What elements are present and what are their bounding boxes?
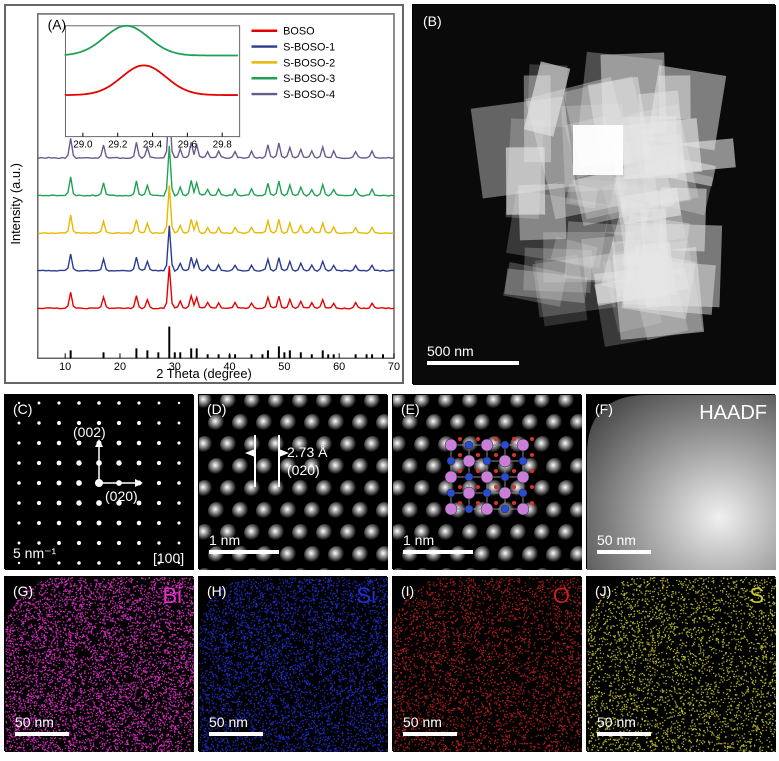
panel-i-eds-o: (I) O 50 nm	[392, 576, 581, 751]
zone-axis: [100]	[153, 550, 184, 566]
panel-b-scalebar-label: 500 nm	[427, 343, 474, 359]
saed-svg: (002) (020) [100]	[5, 395, 194, 570]
panel-f-scalebar-label: 50 nm	[597, 532, 636, 548]
y-axis-label: Intensity (a.u.)	[8, 163, 23, 244]
panel-h-label: (H)	[207, 583, 226, 599]
panel-h-scalebar	[209, 732, 263, 736]
svg-text:50: 50	[278, 361, 290, 373]
panel-e-scalebar	[403, 550, 473, 554]
svg-text:60: 60	[333, 361, 345, 373]
legend: BOSO S-BOSO-1 S-BOSO-2 S-BOSO-3 S-BOSO-4	[251, 26, 335, 101]
panel-i-scalebar-label: 50 nm	[403, 714, 442, 730]
figure-container: 2 Theta (degree) Intensity (a.u.) 102030…	[0, 0, 779, 761]
panel-e-hrtem-model: (E) 1 nm	[392, 394, 581, 569]
element-bi: Bi	[162, 583, 182, 609]
panel-f-haadf: HAADF (F) 50 nm	[586, 394, 775, 569]
panel-g-eds-bi: (G) Bi 50 nm	[4, 576, 193, 751]
svg-text:10: 10	[59, 361, 71, 373]
panel-c-saed: (002) (020) [100] (C) 5 nm⁻¹	[4, 394, 193, 569]
panel-i-label: (I)	[401, 583, 414, 599]
d-plane: (020)	[287, 462, 320, 478]
svg-text:40: 40	[224, 361, 236, 373]
panel-g-scalebar	[15, 732, 69, 736]
element-o: O	[553, 583, 570, 609]
reference-bars	[71, 327, 383, 359]
panel-j-scalebar-label: 50 nm	[597, 714, 636, 730]
svg-text:20: 20	[114, 361, 126, 373]
svg-text:29.2: 29.2	[108, 139, 127, 150]
svg-text:S-BOSO-3: S-BOSO-3	[283, 73, 335, 85]
panel-b-label: (B)	[423, 13, 442, 29]
panel-d-scalebar-label: 1 nm	[209, 532, 240, 548]
panel-d-hrtem: 2.73 Å (020) (D) 1 nm	[198, 394, 387, 569]
panel-i-scalebar	[403, 732, 457, 736]
panel-b-tem: (B) 500 nm	[412, 4, 775, 384]
panel-g-label: (G)	[13, 583, 33, 599]
panel-f-label: (F)	[595, 401, 613, 417]
panel-a-label: (A)	[48, 17, 66, 33]
panel-c-scalebar-label: 5 nm⁻¹	[13, 545, 56, 562]
panel-j-scalebar	[597, 732, 651, 736]
miller-020: (020)	[105, 488, 138, 504]
d-spacing: 2.73 Å	[287, 444, 328, 460]
panel-g-scalebar-label: 50 nm	[15, 714, 54, 730]
svg-text:70: 70	[388, 361, 400, 373]
panel-c-label: (C)	[13, 401, 32, 417]
element-si: Si	[356, 583, 376, 609]
svg-text:29.6: 29.6	[178, 139, 198, 150]
panel-b-scalebar	[427, 361, 519, 365]
panel-a-xrd-chart: 2 Theta (degree) Intensity (a.u.) 102030…	[4, 4, 404, 384]
panel-j-eds-s: (J) S 50 nm	[586, 576, 775, 751]
panel-h-eds-si: (H) Si 50 nm	[198, 576, 387, 751]
svg-text:30: 30	[169, 361, 181, 373]
svg-text:S-BOSO-4: S-BOSO-4	[283, 89, 335, 101]
miller-002: (002)	[73, 424, 106, 440]
panel-e-scalebar-label: 1 nm	[403, 532, 434, 548]
panel-j-label: (J)	[595, 583, 611, 599]
svg-text:S-BOSO-1: S-BOSO-1	[283, 42, 335, 54]
panel-h-scalebar-label: 50 nm	[209, 714, 248, 730]
panel-e-label: (E)	[401, 401, 420, 417]
panel-d-label: (D)	[207, 401, 226, 417]
panel-f-scalebar	[597, 550, 651, 554]
element-s: S	[749, 583, 764, 609]
xrd-svg: 2 Theta (degree) Intensity (a.u.) 102030…	[6, 6, 402, 382]
inset-plot: 29.0 29.2 29.4 29.6 29.8	[65, 26, 239, 151]
svg-text:S-BOSO-2: S-BOSO-2	[283, 57, 335, 69]
svg-text:29.4: 29.4	[143, 139, 163, 150]
svg-text:29.8: 29.8	[213, 139, 233, 150]
svg-text:BOSO: BOSO	[283, 26, 314, 38]
svg-text:29.0: 29.0	[73, 139, 93, 150]
panel-d-scalebar	[209, 550, 279, 554]
haadf-title: HAADF	[699, 402, 767, 424]
tem-svg	[413, 5, 776, 385]
